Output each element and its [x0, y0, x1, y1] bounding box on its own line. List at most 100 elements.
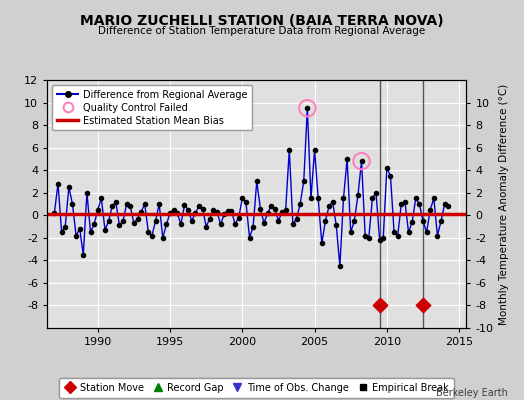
- Point: [216, 221, 225, 228]
- Text: MARIO ZUCHELLI STATION (BAIA TERRA NOVA): MARIO ZUCHELLI STATION (BAIA TERRA NOVA): [80, 14, 444, 28]
- Point: [296, 201, 304, 207]
- Point: [386, 173, 395, 179]
- Point: [245, 235, 254, 241]
- Point: [303, 105, 312, 111]
- Point: [104, 218, 113, 224]
- Point: [401, 198, 409, 205]
- Point: [209, 206, 217, 213]
- Point: [97, 195, 105, 202]
- Point: [394, 232, 402, 239]
- Point: [115, 222, 124, 229]
- Point: [260, 220, 268, 226]
- Point: [253, 178, 261, 185]
- Point: [426, 206, 434, 213]
- Point: [411, 195, 420, 202]
- Point: [238, 195, 246, 202]
- Point: [90, 221, 99, 228]
- Point: [191, 210, 200, 216]
- Point: [112, 198, 120, 205]
- Point: [50, 210, 59, 216]
- Point: [343, 156, 351, 162]
- Point: [119, 218, 127, 224]
- Point: [430, 195, 438, 202]
- Point: [126, 203, 135, 210]
- Point: [292, 216, 301, 222]
- Point: [130, 220, 138, 226]
- Point: [300, 178, 308, 185]
- Point: [346, 229, 355, 235]
- Y-axis label: Monthly Temperature Anomaly Difference (°C): Monthly Temperature Anomaly Difference (…: [499, 83, 509, 325]
- Point: [155, 201, 163, 207]
- Point: [336, 263, 344, 269]
- Point: [303, 105, 312, 111]
- Point: [390, 229, 398, 235]
- Point: [235, 214, 243, 221]
- Point: [340, 195, 348, 202]
- Point: [419, 302, 427, 309]
- Point: [58, 229, 66, 235]
- Point: [325, 203, 333, 210]
- Point: [94, 206, 102, 213]
- Point: [408, 219, 417, 225]
- Point: [368, 195, 377, 202]
- Point: [231, 221, 239, 228]
- Point: [195, 203, 203, 210]
- Point: [205, 216, 214, 222]
- Point: [199, 205, 207, 212]
- Point: [375, 237, 384, 243]
- Point: [267, 203, 276, 210]
- Point: [270, 205, 279, 212]
- Point: [151, 218, 160, 224]
- Point: [249, 223, 257, 230]
- Point: [137, 209, 145, 215]
- Point: [405, 229, 413, 235]
- Point: [159, 235, 167, 241]
- Point: [419, 218, 427, 224]
- Point: [278, 209, 286, 215]
- Point: [86, 229, 95, 235]
- Point: [177, 221, 185, 228]
- Point: [188, 218, 196, 224]
- Point: [54, 180, 62, 187]
- Point: [332, 222, 341, 229]
- Point: [213, 209, 221, 215]
- Point: [321, 218, 330, 224]
- Point: [242, 198, 250, 205]
- Point: [372, 190, 380, 196]
- Point: [274, 218, 282, 224]
- Legend: Station Move, Record Gap, Time of Obs. Change, Empirical Break: Station Move, Record Gap, Time of Obs. C…: [60, 378, 454, 398]
- Point: [354, 192, 362, 198]
- Point: [144, 229, 152, 235]
- Point: [357, 158, 366, 164]
- Point: [123, 201, 131, 207]
- Point: [415, 201, 423, 207]
- Point: [365, 235, 373, 241]
- Point: [61, 223, 69, 230]
- Point: [162, 221, 171, 228]
- Point: [375, 302, 384, 309]
- Point: [433, 232, 442, 239]
- Point: [329, 198, 337, 205]
- Point: [256, 205, 265, 212]
- Point: [83, 190, 91, 196]
- Point: [314, 195, 322, 202]
- Point: [202, 223, 210, 230]
- Point: [383, 165, 391, 171]
- Point: [307, 195, 315, 202]
- Point: [180, 202, 189, 208]
- Point: [75, 226, 84, 232]
- Point: [379, 235, 387, 241]
- Point: [79, 252, 88, 258]
- Point: [289, 221, 297, 228]
- Text: Difference of Station Temperature Data from Regional Average: Difference of Station Temperature Data f…: [99, 26, 425, 36]
- Point: [72, 232, 80, 239]
- Point: [173, 210, 181, 216]
- Point: [133, 216, 141, 222]
- Point: [422, 229, 431, 235]
- Point: [281, 206, 290, 213]
- Point: [224, 208, 232, 214]
- Point: [264, 210, 272, 216]
- Point: [68, 201, 77, 207]
- Point: [140, 201, 149, 207]
- Point: [166, 210, 174, 216]
